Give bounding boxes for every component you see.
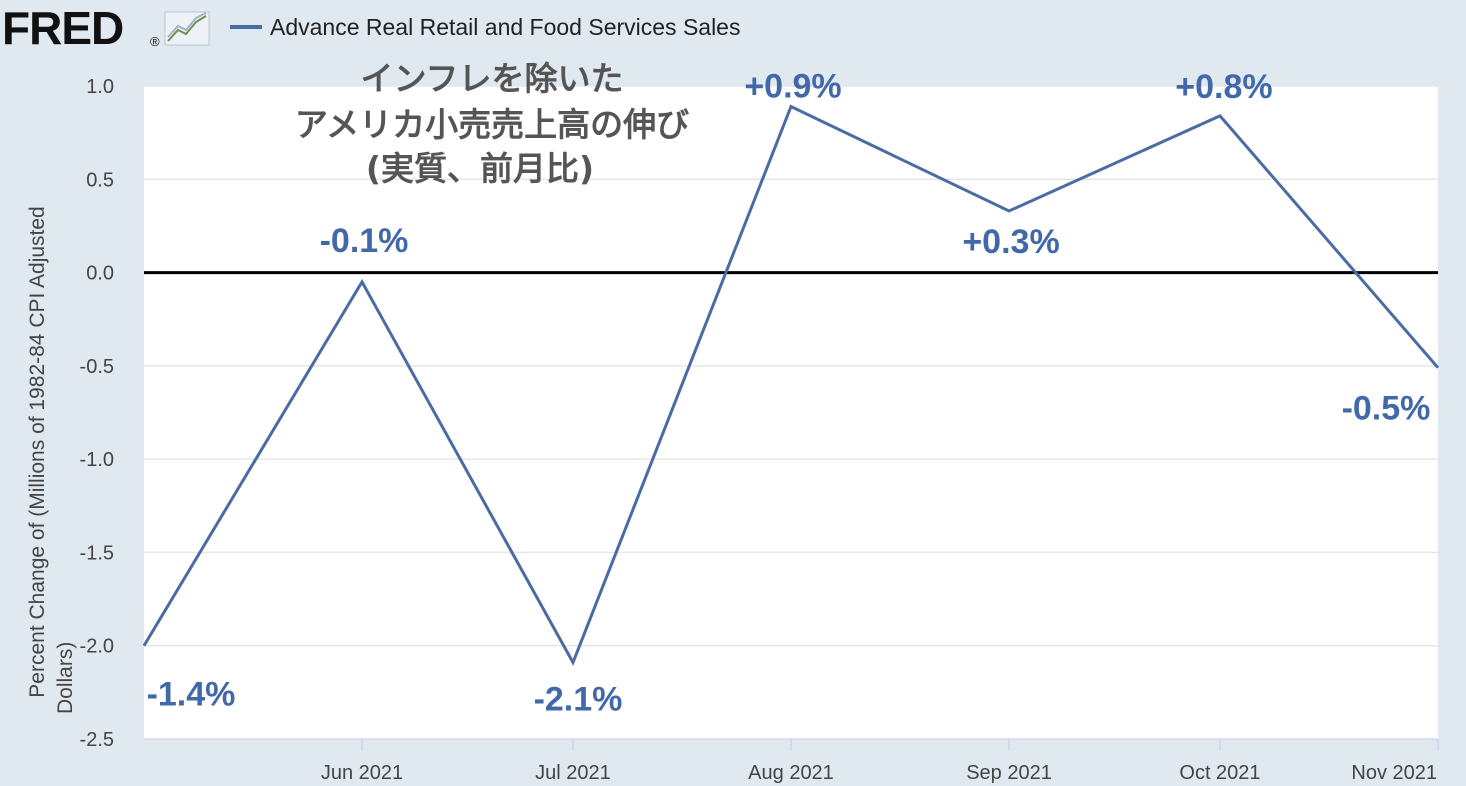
data-point[interactable] [1438, 367, 1439, 368]
data-label: +0.8% [1175, 68, 1272, 106]
fred-logo[interactable]: FRED ® [2, 2, 210, 54]
x-tick-label: Jul 2021 [535, 762, 611, 784]
y-tick-label: 0.0 [86, 263, 114, 285]
x-tick-label: Nov 2021 [1351, 762, 1437, 784]
data-point[interactable] [572, 662, 573, 663]
y-axis-title: Percent Change of (Millions of 1982-84 C… [26, 206, 77, 714]
x-tick-label: Jun 2021 [321, 762, 403, 784]
data-label: -1.4% [147, 676, 236, 714]
data-point[interactable] [362, 281, 363, 282]
data-point[interactable] [1219, 115, 1220, 116]
y-tick-label: 0.5 [86, 169, 114, 191]
data-label: +0.9% [744, 68, 841, 106]
y-tick-label: 1.0 [86, 76, 114, 98]
series-line[interactable] [142, 104, 1440, 667]
line-graph-icon [164, 11, 210, 46]
legend[interactable]: Advance Real Retail and Food Services Sa… [230, 14, 740, 40]
legend-entry: Advance Real Retail and Food Services Sa… [270, 14, 740, 40]
y-tick-label: -1.0 [80, 449, 114, 471]
y-tick-label: -0.5 [80, 356, 114, 378]
annotation-line-2: アメリカ小売売上高の伸び [295, 105, 689, 144]
y-tick-label: -2.0 [80, 636, 114, 658]
chart-annotation: インフレを除いた アメリカ小売売上高の伸び (実質、前月比) [295, 59, 689, 188]
x-tick-label: Aug 2021 [748, 762, 834, 784]
data-point[interactable] [791, 106, 792, 107]
y-axis-title-line-1: Percent Change of (Millions of 1982-84 C… [26, 206, 49, 697]
logo-registered-mark: ® [150, 34, 160, 49]
data-label: -0.1% [320, 222, 409, 260]
data-label: -0.5% [1342, 390, 1431, 428]
y-axis: 1.0 0.5 0.0 -0.5 -1.0 -1.5 -2.0 -2.5 [80, 76, 114, 751]
x-tick-label: Sep 2021 [966, 762, 1052, 784]
data-point[interactable] [144, 645, 145, 646]
y-tick-label: -2.5 [80, 729, 114, 751]
annotation-line-3: (実質、前月比) [366, 149, 594, 188]
annotation-line-1: インフレを除いた [360, 59, 623, 98]
data-label: -2.1% [534, 681, 623, 719]
y-tick-label: -1.5 [80, 542, 114, 564]
x-axis: Jun 2021 Jul 2021 Aug 2021 Sep 2021 Oct 2021… [144, 738, 1439, 784]
plot-area [144, 86, 1438, 739]
data-label: +0.3% [962, 223, 1059, 261]
x-tick-label: Oct 2021 [1179, 762, 1260, 784]
data-labels: -1.4% -0.1% -2.1% +0.9% +0.3% +0.8% -0.5% [147, 68, 1431, 719]
logo-text: FRED [2, 2, 123, 54]
data-point[interactable] [1009, 211, 1010, 212]
y-axis-title-line-2: Dollars) [54, 642, 77, 714]
